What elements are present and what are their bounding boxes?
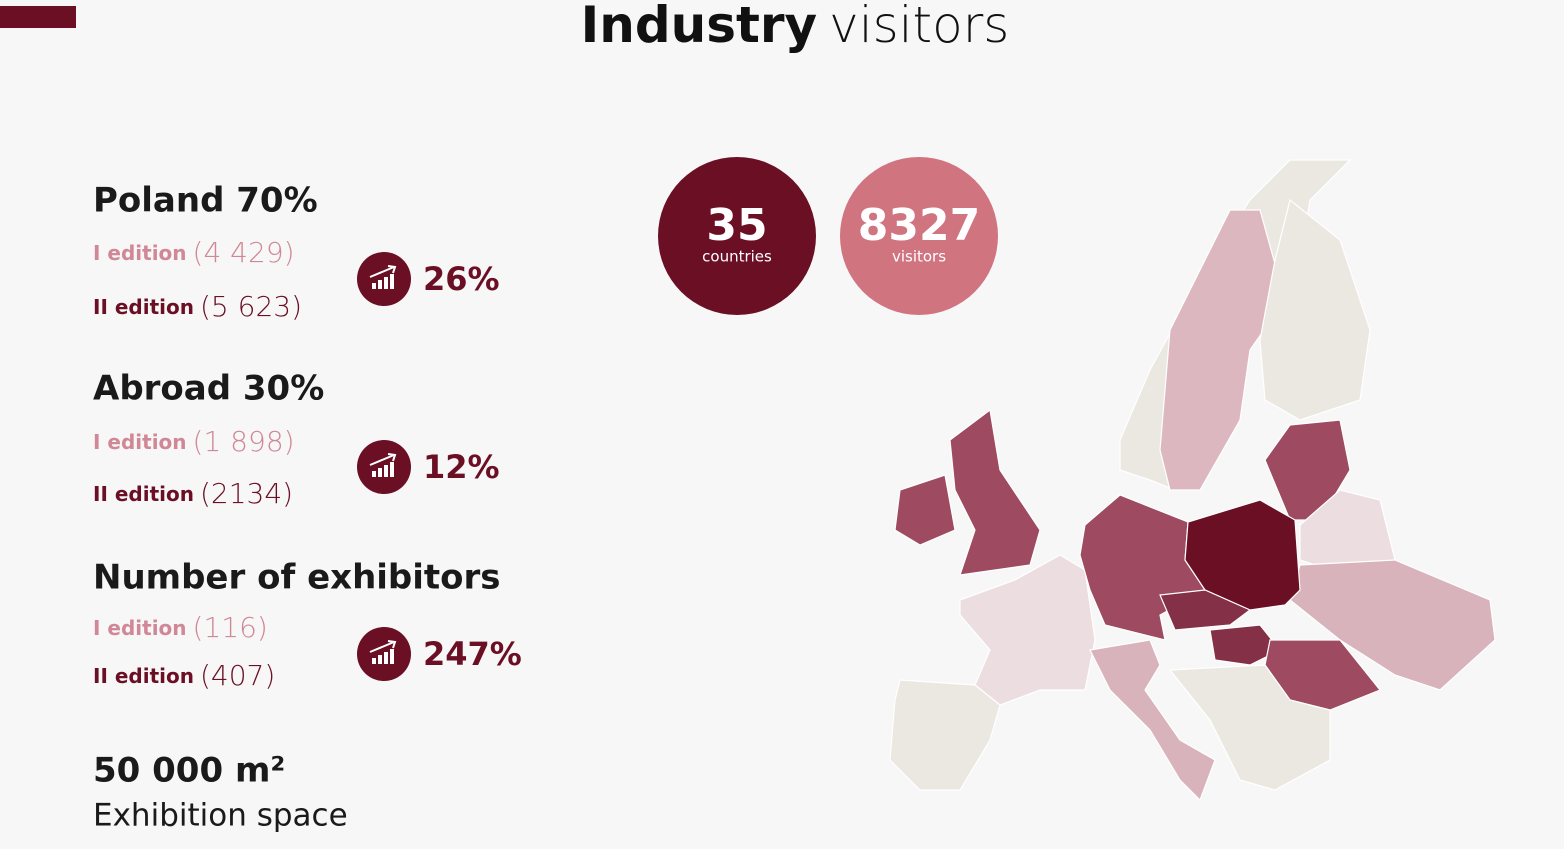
badge-value: 35 (706, 200, 767, 251)
edition-value: (4 429) (193, 236, 295, 269)
icon-bar (390, 274, 394, 289)
europe-map (889, 159, 1496, 802)
icon-bar (378, 280, 382, 289)
icon-bar (372, 471, 376, 477)
balkans (1168, 664, 1331, 791)
icon-bar (384, 465, 388, 477)
edition-label: II edition (93, 664, 194, 688)
edition-label: I edition (93, 430, 187, 454)
edition-value: (1 898) (193, 425, 295, 458)
edition-value: (5 623) (200, 290, 302, 323)
edition-value: (2134) (200, 477, 293, 510)
edition-value: (407) (200, 659, 275, 692)
edition-line: I edition (4 429) (93, 236, 295, 269)
edition-label: I edition (93, 616, 187, 640)
uk (949, 408, 1041, 576)
edition-line: I edition (116) (93, 611, 268, 644)
growth-value: 247% (423, 635, 522, 673)
stat-heading: Number of exhibitors (93, 558, 501, 598)
edition-label: II edition (93, 482, 194, 506)
icon-bar (372, 658, 376, 664)
area-value: 50 000 m² (93, 751, 285, 791)
hungary (1209, 624, 1281, 666)
title: Industry visitors (581, 0, 1010, 54)
icon-arrow (369, 453, 397, 466)
czechia (1159, 589, 1252, 631)
icon-bar (372, 283, 376, 289)
ireland (894, 474, 956, 546)
growth-value: 26% (423, 260, 500, 298)
title-bold: Industry (581, 0, 818, 54)
icon-bar (384, 652, 388, 664)
title-light: visitors (829, 0, 1009, 54)
icon-bar (378, 655, 382, 664)
italy (1089, 639, 1216, 802)
badge-value: 8327 (858, 200, 980, 251)
area-label: Exhibition space (93, 798, 348, 834)
icon-bar (390, 462, 394, 477)
badge-label: visitors (892, 248, 946, 266)
edition-label: I edition (93, 241, 187, 265)
badge (840, 157, 998, 315)
stat-heading: Poland 70% (93, 181, 318, 221)
icon-arrow (369, 265, 397, 278)
accent-bar (0, 6, 76, 28)
stat-heading: Abroad 30% (93, 369, 324, 409)
edition-line: II edition (407) (93, 659, 275, 692)
icon-arrow (369, 640, 397, 653)
finland (1259, 198, 1371, 421)
edition-line: I edition (1 898) (93, 425, 295, 458)
icon-bar (390, 649, 394, 664)
badge-label: countries (702, 248, 772, 266)
france (959, 554, 1096, 706)
edition-value: (116) (193, 611, 268, 644)
icon-bar (384, 277, 388, 289)
iberia (889, 679, 1001, 791)
icon-bar (378, 468, 382, 477)
badge (658, 157, 816, 315)
edition-line: II edition (5 623) (93, 290, 302, 323)
stats: Poland 70%I edition (4 429)II edition (5 6… (93, 181, 522, 693)
edition-label: II edition (93, 295, 194, 319)
edition-line: II edition (2134) (93, 477, 293, 510)
growth-value: 12% (423, 448, 500, 486)
poland (1184, 499, 1301, 611)
ukraine (1289, 559, 1496, 691)
